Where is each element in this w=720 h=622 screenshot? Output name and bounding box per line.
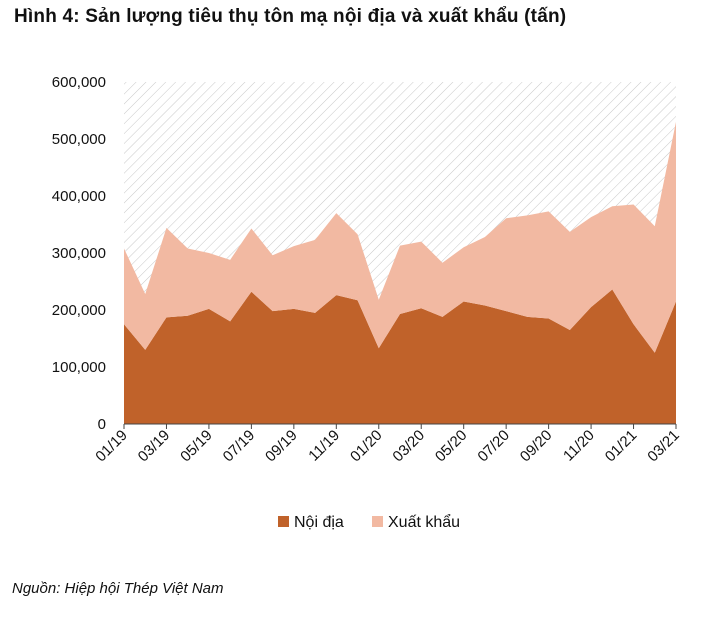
x-tick-label: 07/20 <box>474 427 513 466</box>
x-tick-label: 05/20 <box>432 427 471 466</box>
y-tick-label: 300,000 <box>52 245 106 262</box>
legend-label: Xuất khẩu <box>388 513 460 531</box>
y-tick-label: 0 <box>98 416 106 433</box>
x-axis-ticks: 01/19 03/19 05/19 07/19 09/19 11/19 01/20 03/20… <box>92 424 683 465</box>
y-tick-label: 100,000 <box>52 359 106 376</box>
x-tick-label: 07/19 <box>220 427 259 466</box>
x-tick-label: 01/21 <box>602 427 641 466</box>
x-tick-label: 03/21 <box>644 427 683 466</box>
series-areas <box>124 121 676 424</box>
y-tick-label: 500,000 <box>52 131 106 148</box>
legend: Nội địa Xuất khẩu <box>278 513 460 531</box>
y-axis-ticks: 0 100,000 200,000 300,000 400,000 500,000 600,… <box>52 74 106 433</box>
y-tick-label: 600,000 <box>52 74 106 91</box>
x-tick-label: 03/19 <box>135 427 174 466</box>
legend-swatch <box>372 516 383 527</box>
area-series-0 <box>124 289 676 424</box>
chart-title: Hình 4: Sản lượng tiêu thụ tôn mạ nội đị… <box>14 6 567 27</box>
x-tick-label: 11/19 <box>305 427 343 465</box>
x-tick-label: 05/19 <box>177 427 216 466</box>
x-tick-label: 03/20 <box>389 427 428 466</box>
legend-swatch <box>278 516 289 527</box>
x-tick-label: 09/20 <box>517 427 556 466</box>
x-tick-label: 11/20 <box>560 427 598 465</box>
x-tick-label: 01/20 <box>347 427 386 466</box>
source-note: Nguồn: Hiệp hội Thép Việt Nam <box>12 580 224 597</box>
legend-label: Nội địa <box>294 514 344 531</box>
y-tick-label: 400,000 <box>52 188 106 205</box>
y-tick-label: 200,000 <box>52 302 106 319</box>
x-tick-label: 09/19 <box>262 427 301 466</box>
area-series-1 <box>124 121 676 353</box>
